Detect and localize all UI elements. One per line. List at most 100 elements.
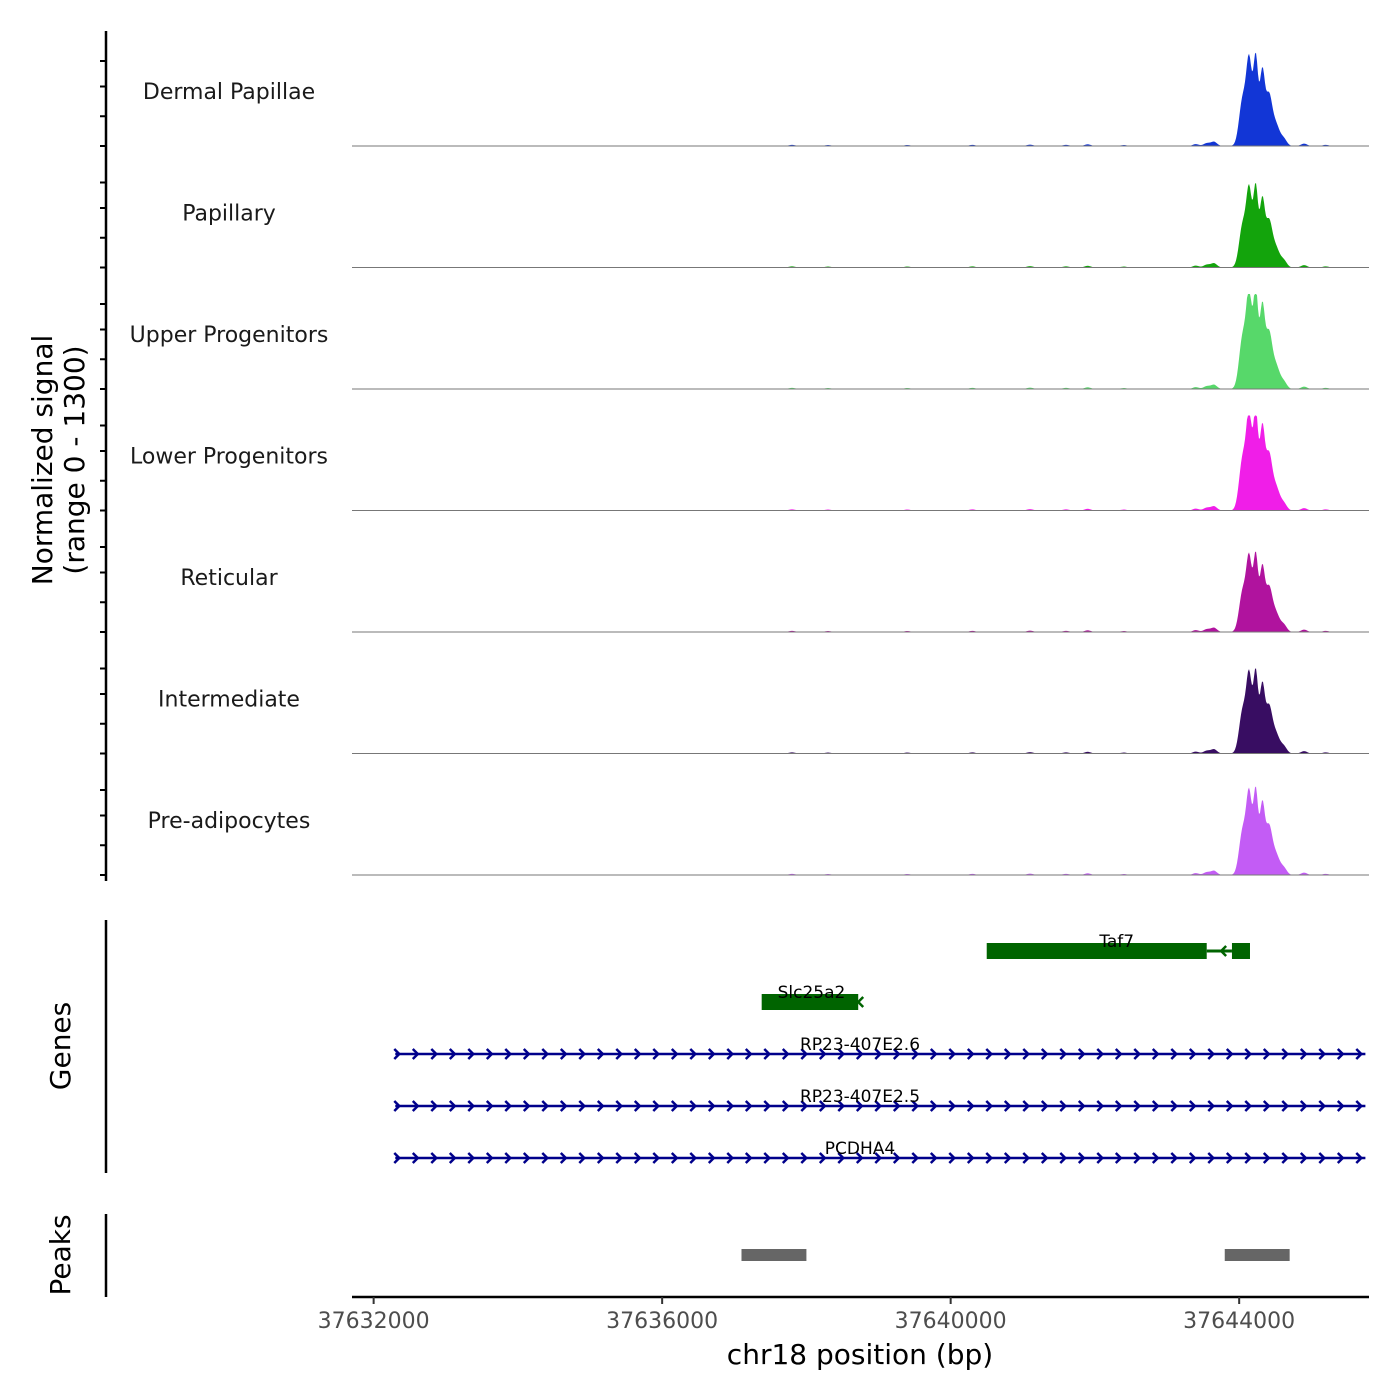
coverage-area — [352, 52, 1369, 146]
strand-arrow — [1096, 1048, 1105, 1060]
exon — [761, 994, 859, 1010]
strand-arrow — [615, 1100, 624, 1112]
strand-arrow — [1318, 1152, 1327, 1164]
gene-label: RP23-407E2.6 — [800, 1035, 920, 1055]
strand-arrow — [1077, 1152, 1086, 1164]
strand-arrow — [985, 1152, 994, 1164]
y-axis-range: (range 0 - 1300) — [58, 345, 91, 574]
strand-arrow — [652, 1048, 661, 1060]
strand-arrow — [1059, 1152, 1068, 1164]
strand-arrow — [929, 1048, 938, 1060]
strand-arrow — [763, 1048, 772, 1060]
gene-annotations: Taf7 Slc25a2 RP23-407E2.6 RP23-407E2.5 PCDHA… — [393, 932, 1366, 1164]
strand-arrow — [948, 1048, 957, 1060]
strand-arrow — [763, 1100, 772, 1112]
strand-arrow — [615, 1048, 624, 1060]
strand-arrow — [911, 1048, 920, 1060]
strand-arrow — [1336, 1100, 1345, 1112]
strand-arrow — [855, 1048, 864, 1060]
strand-arrow — [1355, 1152, 1364, 1164]
strand-arrow — [837, 1048, 846, 1060]
strand-arrow — [633, 1100, 642, 1112]
track-intermediate: Intermediate — [158, 668, 1369, 754]
strand-arrow — [800, 1100, 809, 1112]
strand-arrow — [855, 1100, 864, 1112]
strand-arrow — [411, 1048, 420, 1060]
x-tick-label: 37644000 — [1183, 1309, 1295, 1334]
strand-arrow — [1096, 1152, 1105, 1164]
track-label: Dermal Papillae — [143, 80, 315, 105]
strand-arrow — [504, 1152, 513, 1164]
strand-arrow — [541, 1152, 550, 1164]
strand-arrow — [1281, 1100, 1290, 1112]
strand-arrow — [1262, 1152, 1271, 1164]
strand-arrow — [818, 1100, 827, 1112]
coverage-area — [352, 668, 1369, 754]
x-axis-ticks: 37632000 37636000 37640000 37644000 — [318, 1297, 1295, 1334]
peak-region — [1224, 1249, 1290, 1261]
gene-label: PCDHA4 — [825, 1139, 895, 1159]
track-label: Lower Progenitors — [130, 445, 328, 470]
strand-arrow — [1133, 1048, 1142, 1060]
strand-arrow — [1133, 1152, 1142, 1164]
strand-arrow — [578, 1048, 587, 1060]
coverage-tracks: Dermal Papillae Papillary Upper Progenitor… — [130, 52, 1369, 876]
strand-arrow — [856, 996, 865, 1008]
x-axis-title: chr18 position (bp) — [727, 1338, 993, 1371]
strand-arrow — [1151, 1048, 1160, 1060]
peaks-panel-label: Peaks — [44, 1214, 77, 1295]
strand-arrow — [892, 1152, 901, 1164]
strand-arrow — [744, 1048, 753, 1060]
track-reticular: Reticular — [180, 551, 1369, 633]
strand-arrow — [448, 1152, 457, 1164]
track-label: Intermediate — [158, 688, 300, 713]
strand-arrow — [1225, 1152, 1234, 1164]
strand-arrow — [485, 1048, 494, 1060]
track-lower-progenitors: Lower Progenitors — [130, 415, 1369, 511]
strand-arrow — [689, 1048, 698, 1060]
strand-arrow — [652, 1100, 661, 1112]
strand-arrow — [1077, 1048, 1086, 1060]
peak-regions — [741, 1249, 1290, 1261]
strand-arrow — [1225, 1100, 1234, 1112]
strand-arrow — [1207, 1048, 1216, 1060]
strand-arrow — [929, 1152, 938, 1164]
strand-arrow — [1188, 1048, 1197, 1060]
coverage-y-axis — [100, 31, 108, 881]
track-label: Pre-adipocytes — [148, 809, 311, 834]
strand-arrow — [689, 1152, 698, 1164]
strand-arrow — [1022, 1100, 1031, 1112]
strand-arrow — [670, 1152, 679, 1164]
strand-arrow — [911, 1152, 920, 1164]
coverage-area — [352, 415, 1369, 511]
strand-arrow — [1207, 1100, 1216, 1112]
strand-arrow — [1244, 1100, 1253, 1112]
gene-label: Slc25a2 — [778, 983, 846, 1003]
coverage-area — [352, 786, 1369, 875]
coverage-area — [352, 294, 1369, 389]
strand-arrow — [800, 1048, 809, 1060]
strand-arrow — [1219, 945, 1228, 957]
strand-arrow — [578, 1152, 587, 1164]
strand-arrow — [1244, 1152, 1253, 1164]
strand-arrow — [818, 1048, 827, 1060]
genes-panel-label: Genes — [44, 1002, 77, 1090]
strand-arrow — [393, 1152, 402, 1164]
strand-arrow — [1299, 1152, 1308, 1164]
strand-arrow — [578, 1100, 587, 1112]
strand-arrow — [707, 1048, 716, 1060]
strand-arrow — [596, 1048, 605, 1060]
strand-arrow — [726, 1152, 735, 1164]
strand-arrow — [1022, 1152, 1031, 1164]
exon — [986, 943, 1207, 959]
strand-arrow — [504, 1100, 513, 1112]
gene-label: Taf7 — [1098, 932, 1134, 952]
strand-arrow — [874, 1048, 883, 1060]
strand-arrow — [1096, 1100, 1105, 1112]
strand-arrow — [485, 1152, 494, 1164]
x-tick-label: 37640000 — [895, 1309, 1007, 1334]
strand-arrow — [948, 1100, 957, 1112]
strand-arrow — [1077, 1100, 1086, 1112]
